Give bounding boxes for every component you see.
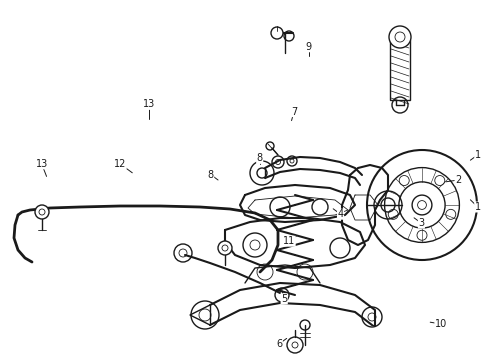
Circle shape <box>35 205 49 219</box>
Text: 8: 8 <box>208 170 214 180</box>
Circle shape <box>389 26 411 48</box>
Text: 4: 4 <box>338 209 343 219</box>
Text: 11: 11 <box>283 236 295 246</box>
Text: 13: 13 <box>36 159 48 169</box>
Circle shape <box>271 27 283 39</box>
Text: 13: 13 <box>144 99 156 109</box>
Text: 9: 9 <box>306 42 312 52</box>
Text: 3: 3 <box>418 218 424 228</box>
Text: 12: 12 <box>114 159 126 169</box>
Text: 7: 7 <box>291 107 297 117</box>
Circle shape <box>218 241 232 255</box>
Text: 5: 5 <box>281 294 287 304</box>
Circle shape <box>287 337 303 353</box>
Text: 8: 8 <box>257 153 263 163</box>
Text: 2: 2 <box>455 175 461 185</box>
Bar <box>390 40 410 100</box>
Text: 1: 1 <box>475 150 481 160</box>
Text: 1: 1 <box>475 202 481 212</box>
Text: 6: 6 <box>276 339 282 349</box>
Text: 10: 10 <box>435 319 447 329</box>
